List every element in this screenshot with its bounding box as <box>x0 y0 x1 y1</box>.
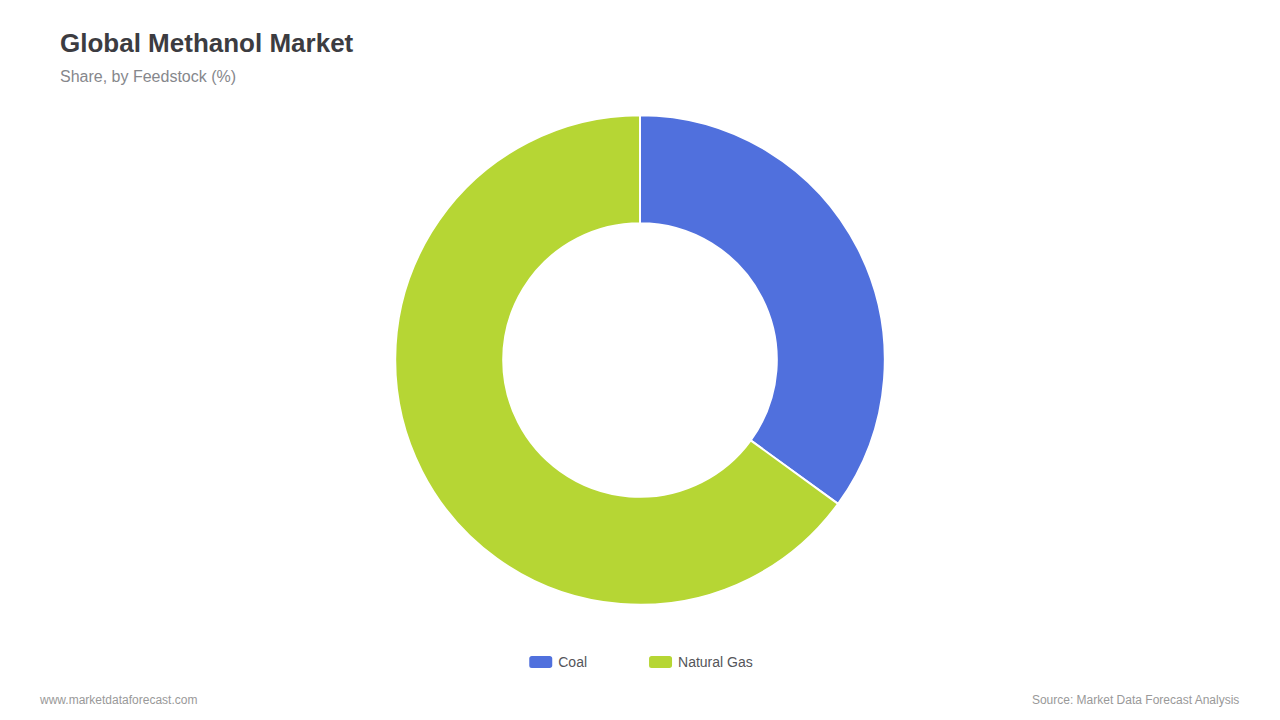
svg-text:Global Methanol Market: Global Methanol Market <box>60 28 354 58</box>
svg-text:Source: Market Data Forecast A: Source: Market Data Forecast Analysis <box>1032 693 1239 707</box>
svg-text:www.marketdataforecast.com: www.marketdataforecast.com <box>39 693 197 707</box>
svg-text:Natural Gas: Natural Gas <box>678 654 753 670</box>
svg-text:Share, by Feedstock (%): Share, by Feedstock (%) <box>60 68 236 85</box>
svg-text:Coal: Coal <box>558 654 587 670</box>
